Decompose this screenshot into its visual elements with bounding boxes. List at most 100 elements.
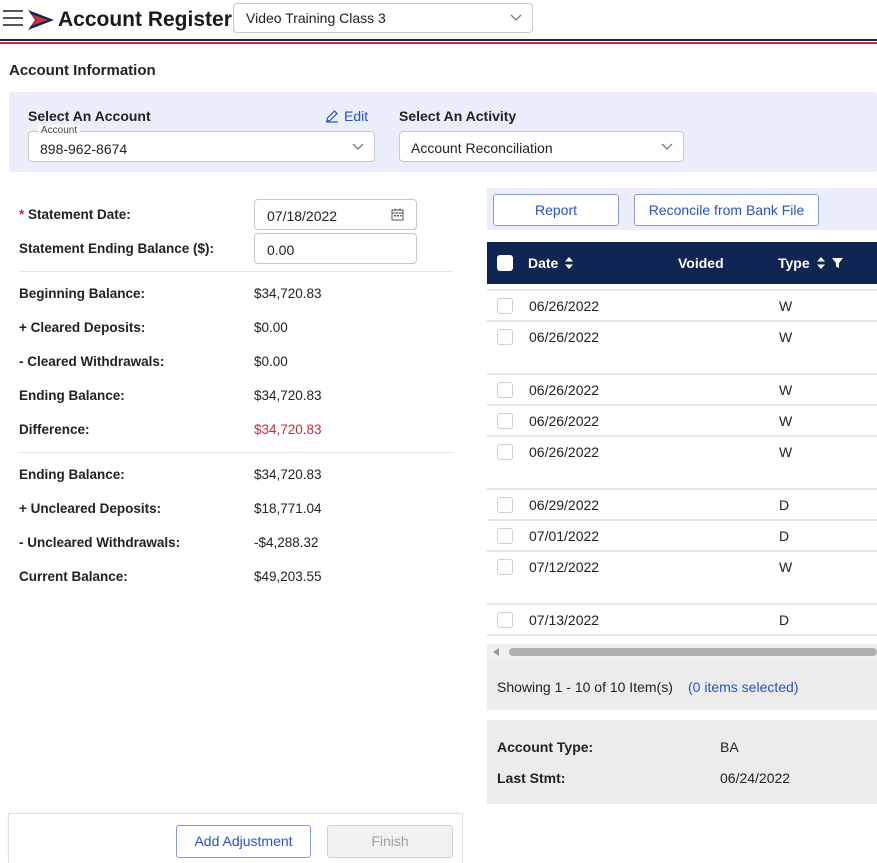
divider <box>19 271 453 272</box>
add-adjustment-button[interactable]: Add Adjustment <box>176 825 311 858</box>
uncleared-withdrawals-label: - Uncleared Withdrawals: <box>19 535 181 550</box>
row-checkbox[interactable] <box>497 382 513 398</box>
row-type: W <box>779 413 793 429</box>
chevron-down-icon <box>510 14 522 21</box>
row-checkbox[interactable] <box>497 497 513 513</box>
account-float-label: Account <box>38 125 81 136</box>
beginning-balance-label: Beginning Balance: <box>19 286 146 301</box>
brand-logo <box>28 9 54 31</box>
last-stmt-label: Last Stmt: <box>497 770 566 786</box>
row-type: W <box>779 329 793 345</box>
sort-icon[interactable] <box>816 256 826 270</box>
activity-select-value: Account Reconciliation <box>411 140 553 156</box>
row-divider <box>487 603 877 605</box>
row-date: 07/12/2022 <box>529 559 600 575</box>
required-mark: * <box>19 207 25 222</box>
row-divider <box>487 488 877 490</box>
ending-balance-value: $34,720.83 <box>254 388 322 403</box>
header-divider-navy <box>0 39 877 41</box>
row-date: 06/26/2022 <box>529 413 600 429</box>
ending-balance-input-label: Statement Ending Balance ($): <box>19 241 215 256</box>
row-checkbox[interactable] <box>497 612 513 628</box>
row-divider <box>487 519 877 521</box>
row-date: 07/13/2022 <box>529 612 600 628</box>
row-type: D <box>779 497 790 513</box>
select-all-checkbox[interactable] <box>497 255 513 271</box>
edit-label: Edit <box>344 108 369 124</box>
row-checkbox[interactable] <box>497 444 513 460</box>
account-type-value: BA <box>720 739 739 755</box>
showing-items-text: Showing 1 - 10 of 10 Item(s) <box>497 679 673 695</box>
filter-icon[interactable] <box>831 257 843 269</box>
current-balance-label: Current Balance: <box>19 569 128 584</box>
row-date: 06/26/2022 <box>529 444 600 460</box>
cleared-withdrawals-value: $0.00 <box>254 354 288 369</box>
statement-date-input[interactable]: 07/18/2022 <box>254 199 417 230</box>
current-balance-value: $49,203.55 <box>254 569 322 584</box>
chevron-down-icon <box>352 143 364 150</box>
row-type: W <box>779 559 793 575</box>
class-select-value: Video Training Class 3 <box>246 10 386 26</box>
finish-button[interactable]: Finish <box>327 825 453 858</box>
items-selected-link[interactable]: (0 items selected) <box>688 679 799 695</box>
row-checkbox[interactable] <box>497 329 513 345</box>
menu-icon[interactable] <box>3 10 23 28</box>
account-select-value: 898-962-8674 <box>40 141 128 157</box>
action-bar <box>8 813 463 863</box>
account-select[interactable]: 898-962-8674 <box>28 131 375 162</box>
row-type: W <box>779 382 793 398</box>
ending-balance-input[interactable]: 0.00 <box>254 233 417 264</box>
reconcile-from-bank-file-button[interactable]: Reconcile from Bank File <box>634 194 819 226</box>
report-button[interactable]: Report <box>493 194 619 226</box>
select-activity-label: Select An Activity <box>399 108 517 124</box>
difference-label: Difference: <box>19 422 90 437</box>
row-type: W <box>779 298 793 314</box>
row-checkbox[interactable] <box>497 298 513 314</box>
edit-account-link[interactable]: Edit <box>325 108 368 124</box>
row-type: W <box>779 444 793 460</box>
app-title: Account Register <box>58 8 232 31</box>
calendar-icon[interactable] <box>391 208 404 221</box>
row-divider <box>487 435 877 437</box>
uncleared-deposits-label: + Uncleared Deposits: <box>19 501 162 516</box>
statement-date-label: * Statement Date: <box>19 207 131 222</box>
row-type: D <box>779 528 790 544</box>
uncleared-withdrawals-value: -$4,288.32 <box>254 535 319 550</box>
date-column-header[interactable]: Date <box>528 255 574 271</box>
sort-icon[interactable] <box>564 256 574 270</box>
class-select[interactable]: Video Training Class 3 <box>233 3 533 33</box>
cleared-deposits-value: $0.00 <box>254 320 288 335</box>
row-checkbox[interactable] <box>497 413 513 429</box>
type-column-header[interactable]: Type <box>778 255 843 271</box>
row-checkbox[interactable] <box>497 559 513 575</box>
statement-date-value: 07/18/2022 <box>267 208 338 224</box>
row-divider <box>487 373 877 375</box>
account-type-label: Account Type: <box>497 739 594 755</box>
last-stmt-value: 06/24/2022 <box>720 770 791 786</box>
row-divider <box>487 404 877 406</box>
scroll-thumb[interactable] <box>509 648 877 656</box>
header-divider-red <box>0 42 877 44</box>
row-type: D <box>779 612 790 628</box>
row-divider <box>487 320 877 322</box>
row-divider <box>487 550 877 552</box>
activity-select[interactable]: Account Reconciliation <box>399 131 684 162</box>
chevron-down-icon <box>661 143 673 150</box>
row-date: 06/26/2022 <box>529 329 600 345</box>
cleared-withdrawals-label: - Cleared Withdrawals: <box>19 354 165 369</box>
account-info-panel: Account Type: BA Last Stmt: 06/24/2022 <box>487 720 877 804</box>
uncleared-deposits-value: $18,771.04 <box>254 501 322 516</box>
row-divider <box>487 634 877 636</box>
row-checkbox[interactable] <box>497 528 513 544</box>
row-date: 07/01/2022 <box>529 528 600 544</box>
voided-column-header[interactable]: Voided <box>678 255 724 271</box>
horizontal-scrollbar[interactable] <box>487 644 877 660</box>
difference-value: $34,720.83 <box>254 422 322 437</box>
row-date: 06/26/2022 <box>529 382 600 398</box>
grid-pager: Showing 1 - 10 of 10 Item(s) (0 items se… <box>487 660 877 710</box>
ending-balance-value-2: $34,720.83 <box>254 467 322 482</box>
grid-header: Date Voided Type <box>487 242 877 284</box>
ending-balance-label: Ending Balance: <box>19 388 125 403</box>
scroll-left-arrow-icon[interactable] <box>493 648 499 656</box>
ending-balance-input-value: 0.00 <box>267 242 295 258</box>
